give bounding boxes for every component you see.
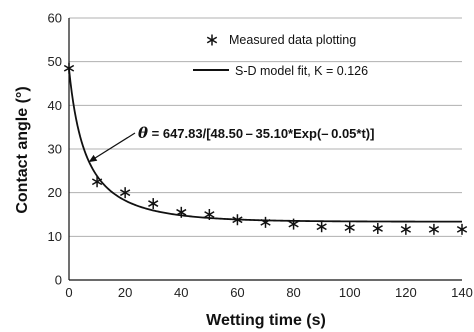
measured-point — [63, 62, 75, 74]
annotation: θ = 647.83/[48.50 – 35.10*Exp(– 0.05*t)] — [88, 124, 374, 163]
measured-point — [120, 187, 131, 199]
measured-point — [232, 214, 243, 226]
measured-points-layer — [63, 62, 468, 235]
legend-marker-icon — [206, 34, 218, 46]
x-tick-label: 0 — [65, 285, 72, 300]
x-tick-label: 100 — [339, 285, 361, 300]
annotation-theta: θ — [138, 124, 148, 142]
y-tick-label: 10 — [48, 229, 62, 244]
x-tick-label: 20 — [118, 285, 132, 300]
measured-point — [316, 221, 327, 233]
measured-point — [456, 223, 468, 235]
legend-label-measured: Measured data plotting — [229, 33, 356, 47]
measured-point — [176, 206, 187, 218]
x-tick-label: 140 — [451, 285, 473, 300]
x-tick-label: 60 — [230, 285, 244, 300]
y-tick-label: 40 — [48, 98, 62, 113]
legend: Measured data plotting S-D model fit, K … — [193, 33, 368, 78]
annotation-equation: = 647.83/[48.50 – 35.10*Exp(– 0.05*t)] — [152, 126, 375, 141]
measured-point — [260, 216, 271, 228]
x-tick-label: 120 — [395, 285, 417, 300]
fit-curve-layer — [68, 68, 462, 223]
annotation-formula: θ = 647.83/[48.50 – 35.10*Exp(– 0.05*t)] — [138, 124, 374, 142]
x-tick-label: 40 — [174, 285, 188, 300]
measured-point — [372, 222, 383, 234]
asterisk-icon — [206, 34, 218, 46]
x-axis-title: Wetting time (s) — [206, 312, 326, 329]
y-tick-label: 50 — [48, 54, 62, 69]
y-tick-label: 60 — [48, 11, 62, 26]
axes — [68, 18, 462, 281]
annotation-arrow — [93, 132, 136, 160]
y-tick-label: 0 — [55, 273, 62, 288]
gridlines — [69, 17, 462, 237]
y-tick-label: 20 — [48, 185, 62, 200]
measured-point — [344, 222, 355, 234]
measured-point — [400, 223, 411, 235]
measured-point — [91, 176, 103, 188]
y-tick-labels: 0 10 20 30 40 50 60 — [48, 11, 62, 288]
measured-point — [204, 209, 215, 220]
measured-point — [428, 223, 440, 235]
measured-point — [288, 218, 299, 230]
legend-label-fit: S-D model fit, K = 0.126 — [235, 64, 368, 78]
y-axis-title: Contact angle (°) — [14, 86, 31, 213]
fit-curve — [68, 68, 462, 223]
measured-point — [148, 198, 159, 210]
x-tick-label: 80 — [286, 285, 300, 300]
x-tick-labels: 0 20 40 60 80 100 120 140 — [65, 285, 472, 300]
annotation-arrow-head — [88, 154, 98, 163]
y-tick-label: 30 — [48, 142, 62, 157]
